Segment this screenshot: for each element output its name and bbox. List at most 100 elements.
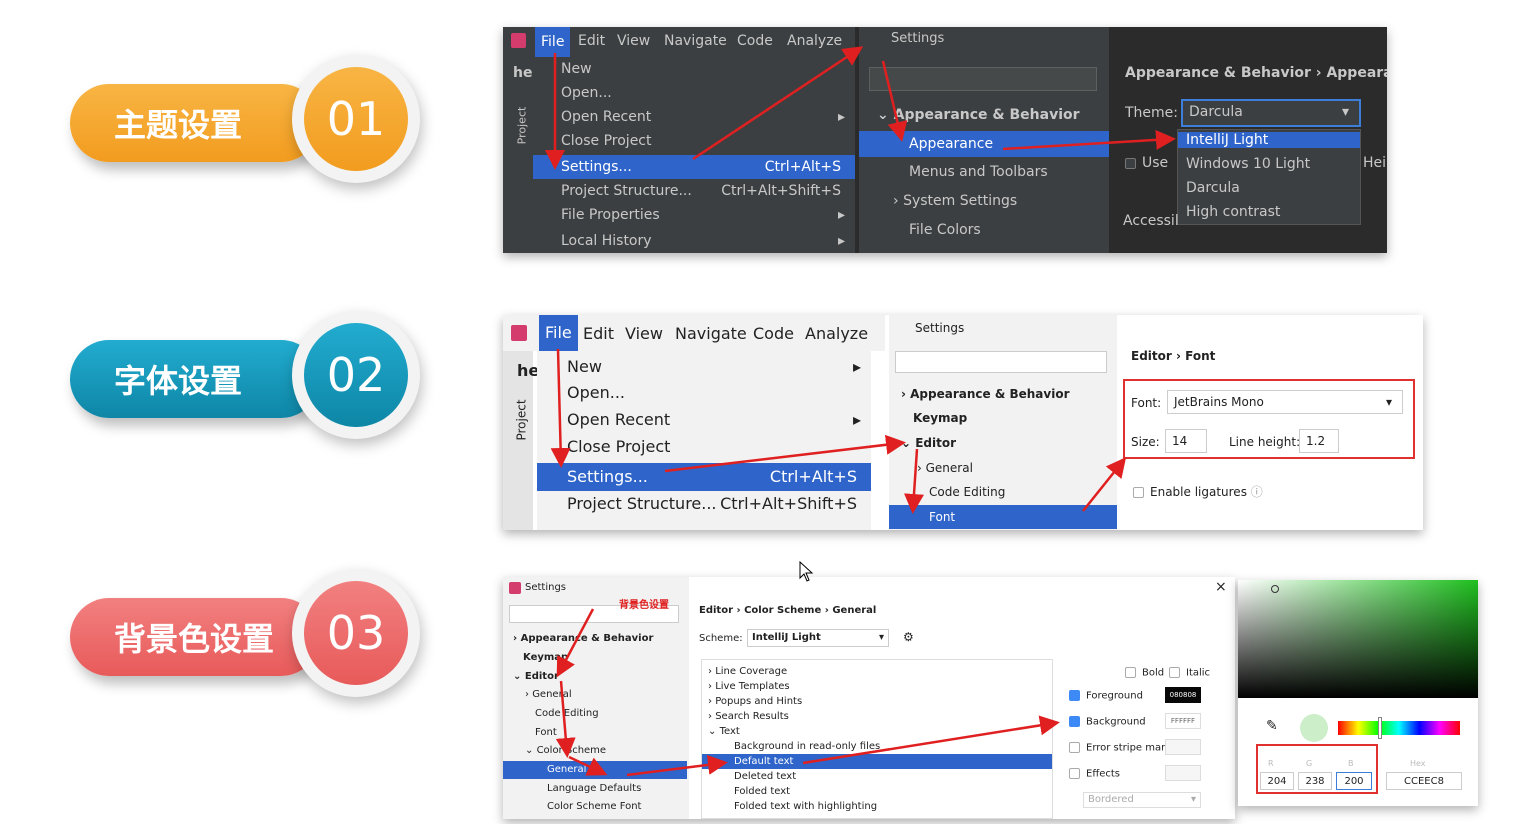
menu-code-2[interactable]: Code	[753, 324, 794, 343]
tree-file-colors[interactable]: File Colors	[909, 222, 981, 238]
theme-select[interactable]: Darcula ▾	[1181, 99, 1361, 127]
list-folded-text[interactable]: Folded text	[734, 786, 791, 797]
background-checkbox[interactable]: Background	[1069, 716, 1146, 728]
list-folded-highlight[interactable]: Folded text with highlighting	[734, 801, 878, 812]
menu-navigate[interactable]: Navigate	[664, 33, 727, 49]
list-default-text[interactable]: Default text	[702, 754, 1052, 769]
menu-item-close-project[interactable]: Close Project	[561, 133, 652, 149]
hex-label: Hex	[1410, 759, 1426, 768]
list-line-coverage[interactable]: › Line Coverage	[708, 666, 788, 677]
tree3-color-scheme-font[interactable]: Color Scheme Font	[547, 801, 642, 812]
menu-item-close-project-2[interactable]: Close Project	[567, 437, 671, 456]
list-bg-readonly[interactable]: Background in read-only files	[734, 741, 881, 752]
italic-checkbox[interactable]: Italic	[1169, 667, 1210, 679]
saturation-area[interactable]	[1238, 580, 1478, 698]
effects-select[interactable]: Bordered ▾	[1083, 792, 1201, 808]
ligatures-checkbox[interactable]: Enable ligatures ⓘ	[1133, 483, 1263, 500]
error-stripe-swatch[interactable]	[1165, 739, 1201, 755]
tree3-editor[interactable]: ⌄ Editor	[513, 671, 559, 682]
background-swatch[interactable]: FFFFFF	[1165, 713, 1201, 729]
bold-checkbox[interactable]: Bold	[1125, 667, 1164, 679]
menu-edit-2[interactable]: Edit	[583, 324, 614, 343]
menu-view-2[interactable]: View	[625, 324, 663, 343]
settings-search-2[interactable]	[895, 351, 1107, 373]
theme-option-windows10[interactable]: Windows 10 Light	[1186, 156, 1311, 172]
line-height-input[interactable]: 1.2	[1299, 429, 1339, 453]
close-icon[interactable]: ×	[1215, 579, 1227, 595]
g-input[interactable]: 238	[1298, 772, 1332, 790]
tree3-code-editing[interactable]: Code Editing	[535, 708, 599, 719]
tree3-general[interactable]: › General	[525, 689, 572, 700]
foreground-swatch[interactable]: 080808	[1165, 687, 1201, 703]
menu-item-file-properties[interactable]: File Properties ▸	[561, 207, 845, 223]
tree3-appearance[interactable]: › Appearance & Behavior	[513, 633, 654, 644]
tree-appearance-behavior[interactable]: ⌄ Appearance & Behavior	[877, 107, 1080, 123]
theme-option-intellij-light[interactable]: IntelliJ Light	[1178, 132, 1360, 148]
tree3-font[interactable]: Font	[535, 727, 557, 738]
theme-option-darcula[interactable]: Darcula	[1186, 180, 1240, 196]
list-live-templates[interactable]: › Live Templates	[708, 681, 790, 692]
use-checkbox[interactable]: Use	[1125, 155, 1168, 171]
tree2-general[interactable]: › General	[917, 461, 973, 475]
eyedropper-icon[interactable]: ✎	[1266, 718, 1278, 734]
menu-file[interactable]: File	[535, 27, 571, 57]
menu-item-open-recent[interactable]: Open Recent ▸	[561, 109, 845, 125]
menu-edit[interactable]: Edit	[578, 33, 606, 49]
r-input[interactable]: 204	[1260, 772, 1294, 790]
menu-item-settings[interactable]: Settings... Ctrl+Alt+S	[533, 155, 855, 179]
menu-item-project-structure-2[interactable]: Project Structure... Ctrl+Alt+Shift+S	[567, 494, 857, 513]
gear-icon[interactable]: ⚙	[903, 630, 914, 644]
hue-slider[interactable]	[1338, 721, 1460, 735]
project-tab[interactable]: Project	[515, 106, 529, 145]
tree2-keymap[interactable]: Keymap	[913, 411, 968, 425]
tree2-appearance[interactable]: › Appearance & Behavior	[901, 387, 1070, 401]
list-text[interactable]: ⌄ Text	[708, 726, 740, 737]
tree-appearance[interactable]: Appearance	[859, 131, 1109, 157]
theme-label: Theme:	[1125, 105, 1179, 121]
hex-input[interactable]: CCEEC8	[1386, 772, 1462, 790]
menu-item-open[interactable]: Open...	[561, 85, 612, 101]
effects-swatch[interactable]	[1165, 765, 1201, 781]
foreground-checkbox[interactable]: Foreground	[1069, 690, 1143, 702]
scheme-select[interactable]: IntelliJ Light ▾	[747, 629, 889, 647]
list-popups[interactable]: › Popups and Hints	[708, 696, 803, 707]
settings-search[interactable]	[869, 67, 1097, 91]
menu-analyze[interactable]: Analyze	[787, 33, 843, 49]
menu-item-open-recent-2[interactable]: Open Recent ▸	[567, 410, 861, 429]
menu-code[interactable]: Code	[737, 33, 773, 49]
tree-menus-toolbars[interactable]: Menus and Toolbars	[909, 164, 1048, 180]
tree2-font[interactable]: Font	[889, 505, 1117, 529]
menu-view[interactable]: View	[617, 33, 651, 49]
tree2-editor[interactable]: ⌄ Editor	[901, 436, 957, 450]
tree2-code-editing[interactable]: Code Editing	[929, 485, 1006, 499]
tree3-language-defaults[interactable]: Language Defaults	[547, 783, 642, 794]
menu-navigate-2[interactable]: Navigate	[675, 324, 747, 343]
menu-item-settings-2[interactable]: Settings... Ctrl+Alt+S	[537, 463, 871, 491]
picker-cursor[interactable]	[1271, 585, 1279, 593]
menu-item-local-history[interactable]: Local History ▸	[561, 233, 845, 249]
list-deleted-text[interactable]: Deleted text	[734, 771, 797, 782]
menu-item-open-2[interactable]: Open...	[567, 383, 625, 402]
hue-handle[interactable]	[1378, 717, 1382, 739]
menu-file-2[interactable]: File	[539, 315, 578, 351]
b-input[interactable]: 200	[1336, 772, 1372, 790]
section-1-pill: 主题设置	[70, 84, 320, 162]
error-stripe-checkbox[interactable]: Error stripe mark	[1069, 742, 1171, 754]
effects-checkbox[interactable]: Effects	[1069, 768, 1120, 780]
size-input[interactable]: 14	[1165, 429, 1207, 453]
tree3-keymap[interactable]: Keymap	[523, 652, 569, 663]
settings-title-3: Settings	[525, 582, 567, 593]
menu-item-project-structure[interactable]: Project Structure... Ctrl+Alt+Shift+S	[561, 183, 841, 199]
menu-analyze-2[interactable]: Analyze	[805, 324, 869, 343]
list-search-results[interactable]: › Search Results	[708, 711, 789, 722]
project-tab-2[interactable]: Project	[514, 399, 529, 441]
theme-option-high-contrast[interactable]: High contrast	[1186, 204, 1281, 220]
tree3-color-scheme[interactable]: ⌄ Color Scheme	[525, 745, 607, 756]
menu-item-new[interactable]: New	[561, 61, 592, 77]
settings-content: Appearance & Behavior › Appearan Theme: …	[1109, 27, 1387, 253]
tree3-cs-general[interactable]: General	[503, 761, 687, 779]
tree-system-settings[interactable]: › System Settings	[893, 193, 1018, 209]
font-select[interactable]: JetBrains Mono ▾	[1167, 390, 1403, 414]
menu-item-new-2[interactable]: New ▸	[567, 357, 861, 376]
mouse-cursor-icon	[799, 561, 814, 582]
